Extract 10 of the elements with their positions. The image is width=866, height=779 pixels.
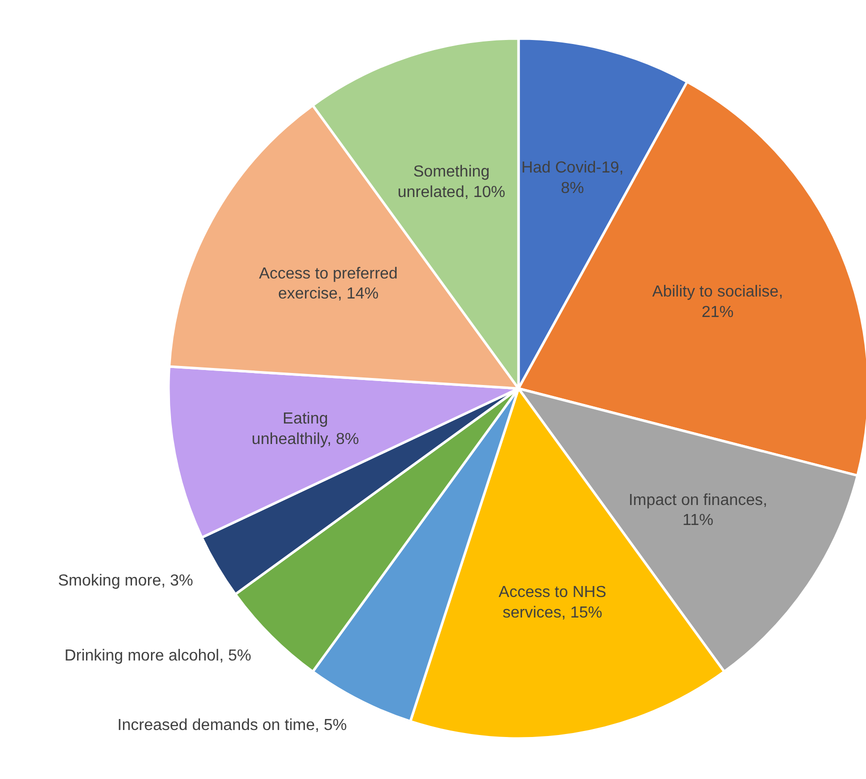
slice-label: Smoking more, 3% [58,572,194,590]
slice-label: Eating unhealthily, 8% [252,410,360,448]
slice-label: Increased demands on time, 5% [117,716,347,734]
slice-label: Ability to socialise, 21% [652,284,784,322]
slice-label: Had Covid-19, 8% [521,160,624,198]
slice-label: Access to NHS services, 15% [498,584,606,622]
slice-label: Something unrelated, 10% [398,163,506,201]
slice-label: Impact on finances, 11% [628,492,768,530]
slice-label: Drinking more alcohol, 5% [64,647,252,664]
slice-label: Access to preferred exercise, 14% [258,265,398,303]
